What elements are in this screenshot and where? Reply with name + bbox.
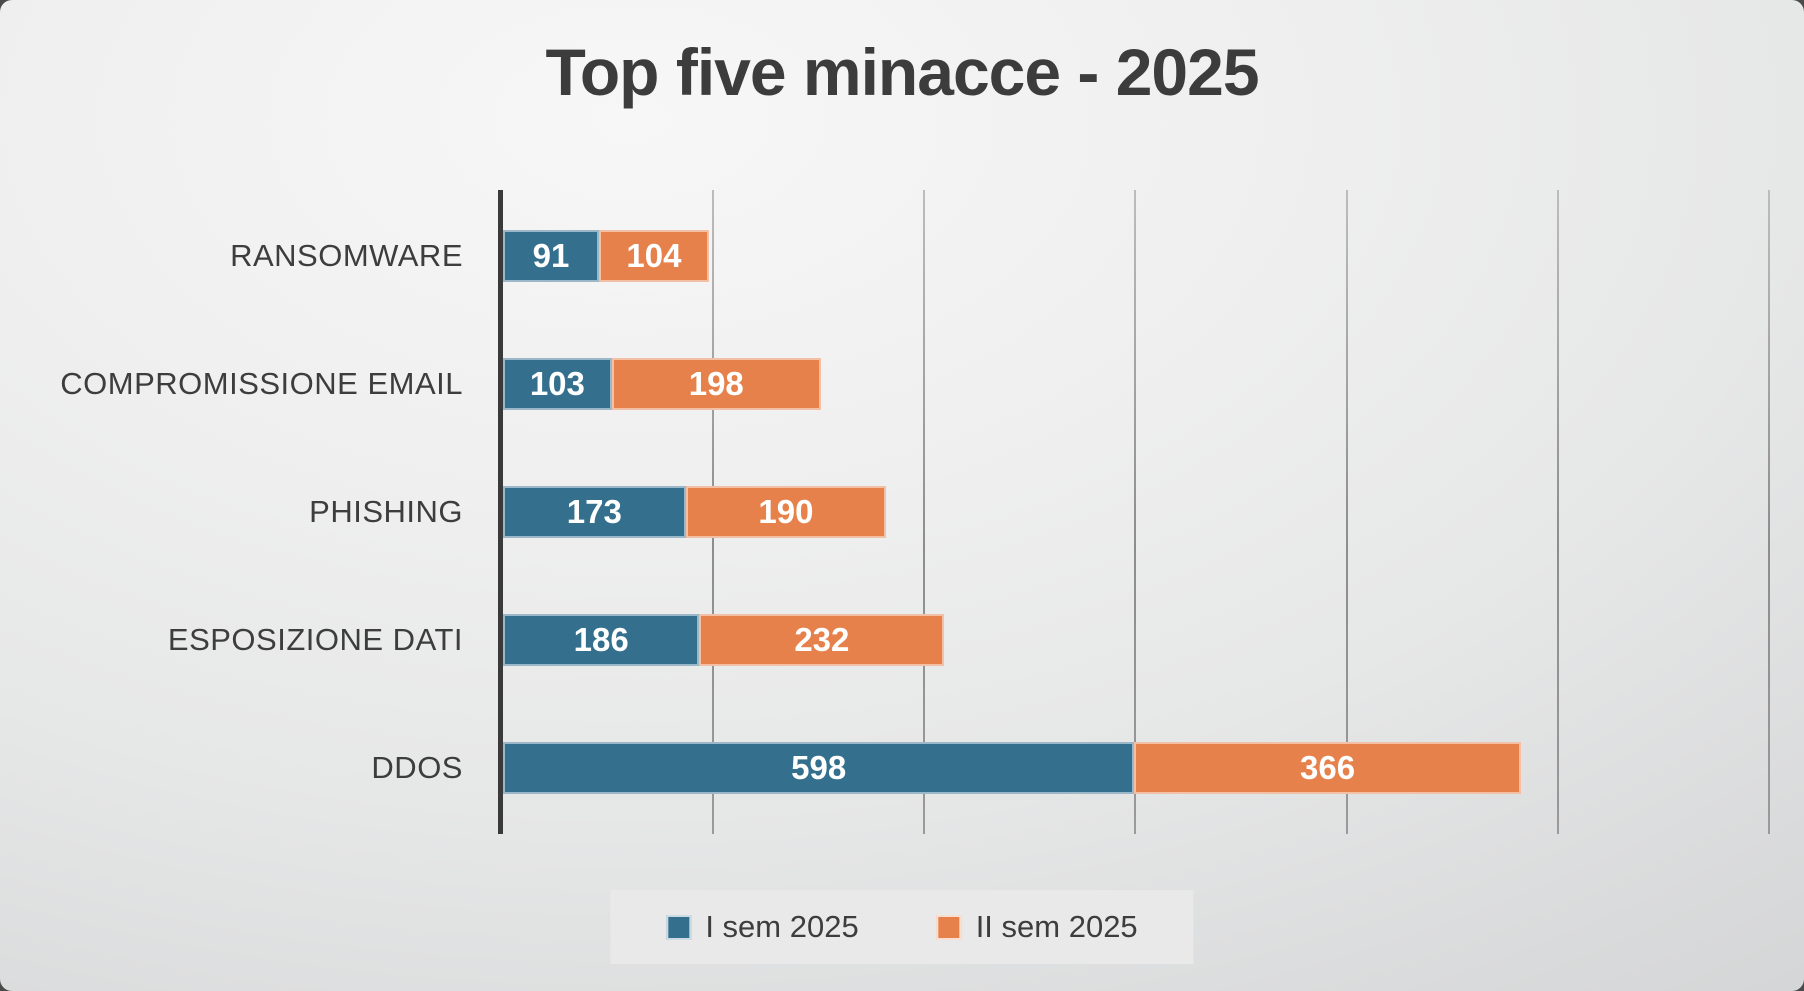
plot-area: 91 104 103 198 173 190 186 232 598 366 xyxy=(498,190,1791,834)
bar-row: 103 198 xyxy=(503,358,821,410)
legend-label-sem2: II sem 2025 xyxy=(975,909,1138,944)
bar-row: 598 366 xyxy=(503,742,1521,794)
data-label: 366 xyxy=(1300,749,1356,786)
gridline xyxy=(923,190,926,834)
data-label: 198 xyxy=(688,365,744,402)
gridline xyxy=(1556,190,1559,834)
bar-row: 173 190 xyxy=(503,486,887,538)
bar-segment-sem1: 173 xyxy=(503,486,686,538)
bar-segment-sem1: 598 xyxy=(503,742,1135,794)
category-label: ESPOSIZIONE DATI xyxy=(167,622,463,657)
y-axis-line xyxy=(498,190,503,834)
gridline xyxy=(1767,190,1770,834)
bar-segment-sem1: 103 xyxy=(503,358,612,410)
legend-swatch-sem2 xyxy=(936,914,962,940)
bar-segment-sem2: 232 xyxy=(699,614,945,666)
data-label: 91 xyxy=(532,237,570,274)
legend-item-sem2: II sem 2025 xyxy=(936,909,1138,945)
bar-row: 186 232 xyxy=(503,614,945,666)
data-label: 173 xyxy=(566,493,622,530)
chart-title: Top five minacce - 2025 xyxy=(545,35,1259,109)
category-label: PHISHING xyxy=(309,494,463,529)
bar-segment-sem1: 91 xyxy=(503,230,600,282)
bar-segment-sem2: 366 xyxy=(1134,742,1521,794)
data-label: 598 xyxy=(791,749,847,786)
data-label: 186 xyxy=(573,621,629,658)
bar-segment-sem1: 186 xyxy=(503,614,700,666)
gridline xyxy=(1345,190,1348,834)
gridline xyxy=(1134,190,1137,834)
legend-label-sem1: I sem 2025 xyxy=(705,909,859,944)
bar-segment-sem2: 104 xyxy=(599,230,709,282)
bar-segment-sem2: 198 xyxy=(611,358,821,410)
data-label: 232 xyxy=(794,621,850,658)
data-label: 190 xyxy=(758,493,814,530)
category-label: COMPROMISSIONE EMAIL xyxy=(60,366,463,401)
data-label: 104 xyxy=(626,237,682,274)
legend: I sem 2025 II sem 2025 xyxy=(610,890,1194,964)
data-label: 103 xyxy=(529,365,585,402)
bar-row: 91 104 xyxy=(503,230,709,282)
bar-segment-sem2: 190 xyxy=(685,486,887,538)
category-label: DDOS xyxy=(371,750,463,785)
legend-swatch-sem1 xyxy=(666,914,692,940)
legend-item-sem1: I sem 2025 xyxy=(666,909,859,945)
category-axis: RANSOMWARE COMPROMISSIONE EMAIL PHISHING ES… xyxy=(0,192,463,832)
category-label: RANSOMWARE xyxy=(230,238,463,273)
